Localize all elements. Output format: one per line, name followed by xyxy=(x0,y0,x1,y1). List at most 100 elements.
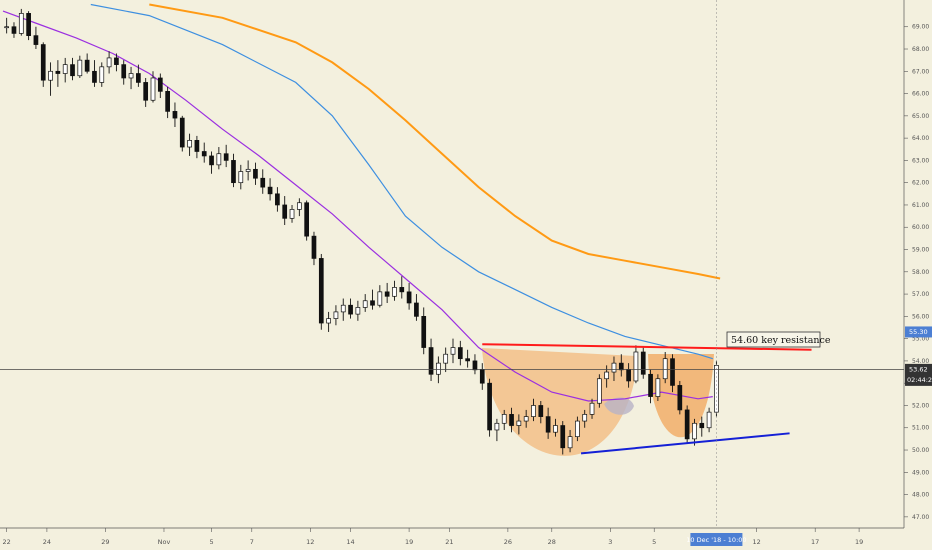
candle xyxy=(70,57,75,81)
candle xyxy=(106,51,112,74)
candle-body xyxy=(231,160,236,184)
current-price-tag: 53.62 02:44:2 xyxy=(905,363,932,386)
candle-body xyxy=(604,371,610,380)
candle-body xyxy=(121,64,127,79)
countdown-tag-text: 02:44:2 xyxy=(907,376,932,384)
candle xyxy=(143,77,149,107)
candle xyxy=(40,42,46,87)
candle-body xyxy=(553,425,558,433)
candle xyxy=(201,142,207,163)
candle xyxy=(370,289,375,310)
candle-body xyxy=(684,409,690,440)
candle xyxy=(194,135,200,159)
candle xyxy=(150,71,156,103)
candle xyxy=(340,298,346,321)
candle xyxy=(165,86,170,119)
candle xyxy=(355,300,361,321)
price-tick-label: 65.00 xyxy=(912,113,929,120)
crosshair-time-tag: 10 Dec '18 - 10:00 xyxy=(686,533,747,546)
candle xyxy=(706,407,712,433)
candle xyxy=(304,200,310,241)
candle xyxy=(553,418,558,437)
candle-body xyxy=(40,44,46,81)
candle-body xyxy=(362,300,368,308)
candle-body xyxy=(143,82,149,101)
time-tick-label: 3 xyxy=(608,538,612,546)
candle xyxy=(692,418,697,446)
candle-body xyxy=(677,385,683,411)
candle-body xyxy=(509,414,514,426)
candle xyxy=(209,151,214,174)
candle xyxy=(414,294,419,321)
key-resistance-annotation[interactable]: 54.60 key resistance xyxy=(726,331,831,348)
candle-body xyxy=(318,258,324,324)
price-axis[interactable]: 47.0048.0049.0050.0051.0052.0053.0054.00… xyxy=(903,0,929,528)
candle xyxy=(289,204,295,223)
time-tick-label: 28 xyxy=(548,538,556,546)
candle-body xyxy=(662,358,668,380)
candle xyxy=(545,407,551,439)
price-tick-label: 48.00 xyxy=(912,492,929,499)
crosshair-time-tag-text: 10 Dec '18 - 10:00 xyxy=(686,536,746,544)
price-tick-label: 52.00 xyxy=(912,402,929,409)
time-tick-label: 7 xyxy=(250,538,254,546)
price-tick-label: 50.00 xyxy=(912,447,929,454)
candle-body xyxy=(4,26,10,29)
time-tick-label: Nov xyxy=(158,538,171,546)
candle-body xyxy=(501,414,507,424)
candle-body xyxy=(655,378,661,397)
handle-blob-shape xyxy=(604,397,634,415)
moving-average-line-1 xyxy=(2,10,713,402)
candle-body xyxy=(194,140,200,152)
candle-body xyxy=(706,411,712,429)
candle-body xyxy=(443,353,449,364)
price-tick-label: 64.00 xyxy=(912,135,929,142)
price-tick-label: 62.00 xyxy=(912,180,929,187)
candle-body xyxy=(428,347,434,375)
support-trendline[interactable] xyxy=(580,432,790,455)
candle-body xyxy=(77,59,83,77)
candle-body xyxy=(267,186,273,195)
candle-body xyxy=(611,362,617,373)
candle-body xyxy=(55,70,61,74)
candle-body xyxy=(436,362,441,375)
candle-body xyxy=(296,202,302,210)
candle-body xyxy=(626,369,631,382)
candle-body xyxy=(567,436,573,449)
current-price-tag-box xyxy=(905,363,932,386)
candle xyxy=(633,345,639,384)
candle xyxy=(384,282,390,303)
candle-body xyxy=(340,304,346,313)
candle xyxy=(677,380,683,415)
candle-body xyxy=(589,402,595,415)
price-tick-label: 63.00 xyxy=(912,157,929,164)
candle xyxy=(567,429,573,453)
moving-average-line-3 xyxy=(149,3,721,280)
candle-body xyxy=(33,35,39,45)
candle-body xyxy=(187,140,192,148)
annotation-box xyxy=(726,331,821,348)
candle-body xyxy=(172,111,178,119)
candle-body xyxy=(545,416,551,433)
price-tick-label: 66.00 xyxy=(912,91,929,98)
candle-body xyxy=(92,70,97,83)
candle xyxy=(670,354,675,393)
candle xyxy=(223,144,229,168)
candle-body xyxy=(670,358,675,386)
candle xyxy=(699,416,705,437)
candle-body xyxy=(238,171,244,184)
candle-body xyxy=(26,13,31,36)
price-tick-label: 57.00 xyxy=(912,291,929,298)
candle xyxy=(377,285,383,308)
candle xyxy=(509,407,514,433)
candle xyxy=(362,294,368,312)
candle-body xyxy=(179,117,185,148)
candle-body xyxy=(165,90,170,112)
candle-body xyxy=(523,416,529,422)
resistance-trendline[interactable] xyxy=(482,343,812,351)
candle xyxy=(121,60,127,85)
candle-body xyxy=(516,420,522,426)
time-axis[interactable]: 22 24 29 Nov 5 7 12 14 19 21 26 28 3 5 12 17 19 xyxy=(0,527,904,546)
